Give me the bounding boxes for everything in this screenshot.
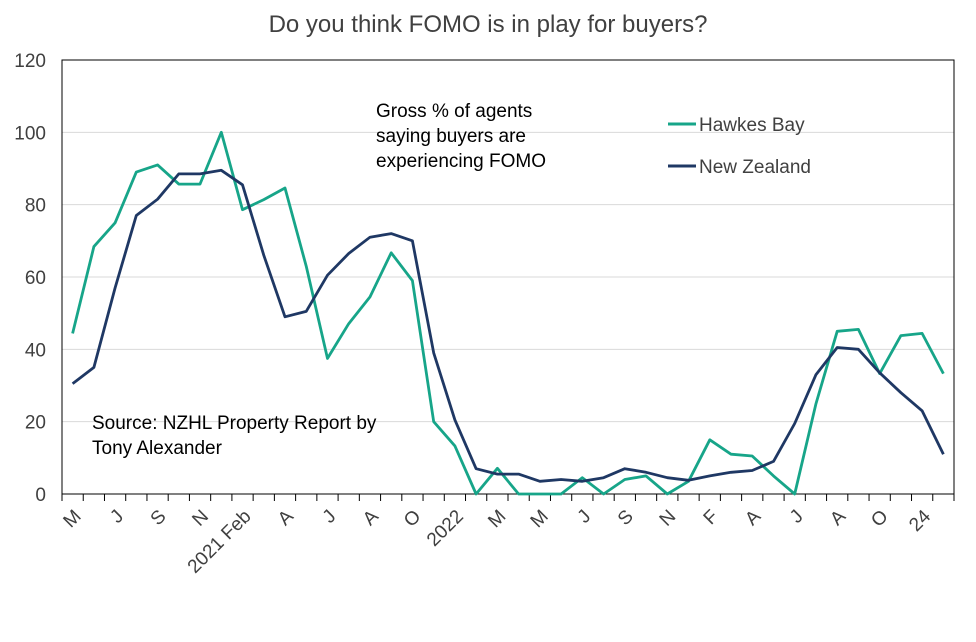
annotations: Gross % of agents saying buyers are experi… bbox=[92, 101, 546, 459]
annotation-line: Gross % of agents bbox=[376, 101, 532, 122]
annotation-line: saying buyers are bbox=[376, 126, 526, 147]
x-tick-label: 2022 bbox=[423, 506, 468, 551]
x-tick-label: J bbox=[786, 506, 808, 528]
x-tick-label: N bbox=[656, 506, 681, 531]
x-tick-label: J bbox=[106, 506, 128, 528]
source-note-line: Source: NZHL Property Report by bbox=[92, 413, 377, 434]
y-tick-label: 80 bbox=[25, 196, 46, 217]
legend-label-hawkes-bay: Hawkes Bay bbox=[699, 115, 805, 136]
y-tick-label: 40 bbox=[25, 340, 46, 361]
y-tick-label: 60 bbox=[25, 268, 46, 289]
series-line-new-zealand bbox=[71, 168, 945, 483]
x-tick-label: M bbox=[527, 506, 553, 532]
x-tick-label: F bbox=[700, 506, 723, 529]
legend: Hawkes Bay New Zealand bbox=[668, 115, 811, 178]
y-tick-label: 0 bbox=[35, 485, 46, 506]
x-tick-label: S bbox=[147, 506, 171, 530]
y-tick-label: 120 bbox=[14, 51, 46, 72]
annotation-line: experiencing FOMO bbox=[376, 151, 546, 172]
y-tick-label: 100 bbox=[14, 123, 46, 144]
chart-title: Do you think FOMO is in play for buyers? bbox=[269, 11, 708, 38]
x-tick-label: 24 bbox=[905, 506, 935, 536]
gridlines bbox=[62, 131, 954, 423]
legend-label-new-zealand: New Zealand bbox=[699, 157, 811, 178]
x-tick-label: O bbox=[400, 506, 425, 531]
x-tick-label: A bbox=[741, 506, 765, 530]
x-tick-label: A bbox=[359, 506, 383, 530]
x-tick-label: N bbox=[188, 506, 213, 531]
x-tick-label: M bbox=[484, 506, 510, 532]
x-tick-label: M bbox=[60, 506, 86, 532]
x-tick-label: A bbox=[274, 506, 298, 530]
series-lines bbox=[71, 130, 945, 496]
x-tick-label: A bbox=[826, 506, 850, 530]
x-tick-label: J bbox=[319, 506, 341, 528]
series-line-hawkes-bay bbox=[71, 130, 945, 496]
x-tick-label: O bbox=[867, 506, 892, 531]
source-note-line: Tony Alexander bbox=[92, 438, 223, 459]
x-tick-label: S bbox=[614, 506, 638, 530]
y-tick-label: 20 bbox=[25, 413, 46, 434]
x-tick-label: J bbox=[574, 506, 596, 528]
